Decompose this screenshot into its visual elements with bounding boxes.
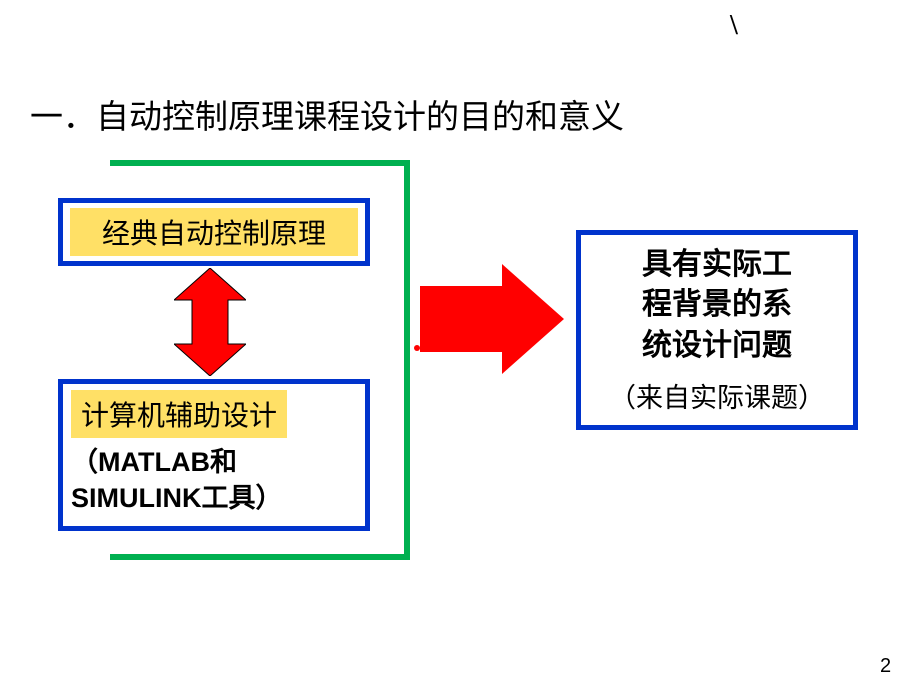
box-classical-control: 经典自动控制原理 (58, 198, 370, 266)
red-dot-icon (414, 345, 420, 351)
ep-line1: 具有实际工 (642, 248, 792, 281)
engineering-problem-text: 具有实际工 程背景的系 统设计问题 (642, 245, 792, 367)
box-cad: 计算机辅助设计 （MATLAB和 SIMULINK工具） (58, 379, 370, 531)
double-arrow-icon (174, 268, 246, 376)
ep-line2: 程背景的系 (642, 288, 792, 321)
ep-line3: 统设计问题 (642, 329, 792, 362)
page-number: 2 (880, 655, 891, 678)
box-cad-subtext: （MATLAB和 SIMULINK工具） (71, 444, 283, 517)
box-cad-label: 计算机辅助设计 (71, 390, 287, 438)
box-classical-control-label: 经典自动控制原理 (70, 208, 358, 256)
cad-sub-line1: （MATLAB和 (71, 447, 237, 477)
box-engineering-problem: 具有实际工 程背景的系 统设计问题 （来自实际课题） (576, 230, 858, 430)
cad-sub-line2: SIMULINK工具） (71, 483, 283, 513)
page-title: 一．自动控制原理课程设计的目的和意义 (30, 90, 624, 138)
right-arrow-icon (420, 264, 564, 374)
stray-backslash: \ (730, 10, 738, 42)
engineering-problem-subtext: （来自实际课题） (609, 376, 825, 415)
